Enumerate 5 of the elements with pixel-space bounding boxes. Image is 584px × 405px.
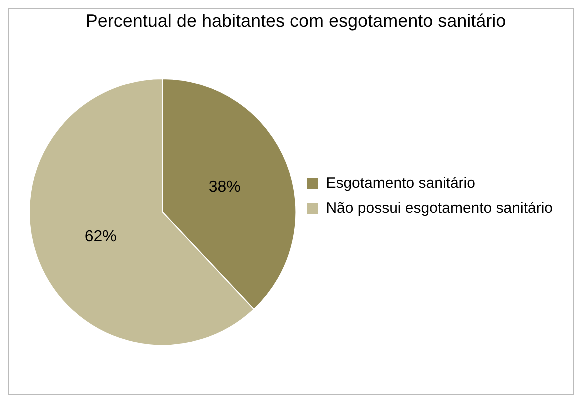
data-label: 62% (84, 228, 117, 246)
legend-label: Não possui esgotamento sanitário (326, 200, 554, 218)
legend-label: Esgotamento sanitário (326, 175, 476, 192)
data-label: 38% (208, 179, 241, 196)
chart-title: Percentual de habitantes com esgotamento sanitário (86, 10, 506, 31)
